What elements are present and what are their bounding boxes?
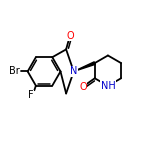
Text: N: N [70, 66, 77, 76]
Polygon shape [74, 62, 95, 71]
Text: O: O [66, 31, 74, 41]
Text: F: F [28, 90, 33, 100]
Text: Br: Br [9, 66, 20, 76]
Text: O: O [79, 82, 87, 92]
Text: NH: NH [100, 81, 115, 91]
